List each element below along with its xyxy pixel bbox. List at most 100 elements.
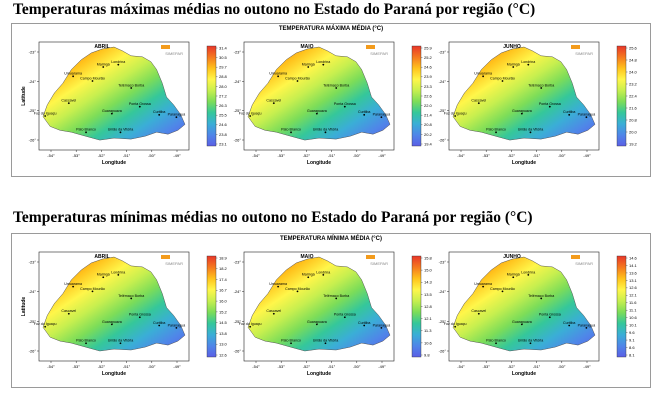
city-marker — [249, 115, 252, 117]
city-label: Paranaguá — [168, 323, 186, 327]
x-tick-label: -54° — [457, 153, 465, 158]
city-label: Maringá — [302, 273, 315, 277]
city-marker — [482, 75, 485, 78]
city-label: Umuarama — [64, 282, 82, 286]
city-label: Cascavel — [266, 309, 281, 313]
x-tick-label: -52° — [98, 153, 106, 158]
legend-value: 20.2 — [424, 132, 433, 137]
city-marker — [512, 276, 515, 279]
city-label: Paranaguá — [168, 113, 186, 117]
y-tick-label: -25° — [439, 319, 447, 324]
city-label: Campo Mourão — [490, 76, 515, 80]
x-tick-label: -52° — [508, 153, 516, 158]
city-marker — [272, 102, 275, 105]
legend-value: 28.8 — [219, 74, 228, 79]
city-label: Pato Branco — [281, 128, 301, 132]
x-axis-label: Longitude — [102, 160, 126, 166]
city-marker — [343, 105, 346, 108]
legend-colorbar — [411, 255, 422, 358]
simepar-logo-mark — [161, 255, 170, 259]
city-marker — [277, 285, 280, 288]
legend-value: 24.6 — [424, 65, 433, 70]
y-tick-label: -24° — [234, 79, 242, 84]
city-marker — [296, 80, 299, 82]
x-tick-label: -50° — [353, 153, 361, 158]
city-label: Londrina — [111, 270, 125, 274]
city-label: Paranaguá — [578, 323, 596, 327]
city-marker — [175, 326, 178, 329]
x-tick-label: -51° — [533, 153, 541, 158]
simepar-logo-text: SIMEPAR — [165, 261, 183, 266]
city-label: Campo Mourão — [285, 76, 310, 80]
x-tick-label: -52° — [508, 364, 516, 369]
panel-min-temperature: TEMPERATURA MÍNIMA MÉDIA (°C) ABRIL -54° -… — [11, 233, 651, 388]
x-axis-label: Longitude — [512, 371, 536, 377]
legend-value: 20.8 — [629, 117, 638, 122]
x-tick-label: -49° — [378, 153, 386, 158]
city-label: Campo Mourão — [80, 287, 105, 291]
city-marker — [307, 276, 310, 279]
city-marker — [91, 80, 94, 82]
city-label: Pato Branco — [76, 339, 96, 343]
city-marker — [363, 324, 366, 327]
legend-value: 19.2 — [629, 141, 638, 146]
city-marker — [315, 323, 318, 326]
x-tick-label: -53° — [483, 153, 491, 158]
x-tick-label: -50° — [558, 364, 566, 369]
y-axis-label: Latitude — [21, 86, 27, 106]
city-marker — [290, 131, 292, 134]
legend-value: 15.2 — [219, 309, 228, 314]
city-label: Guarapuava — [512, 320, 532, 324]
state-shape — [42, 256, 186, 352]
legend-value: 12.6 — [219, 352, 228, 357]
city-label: Pato Branco — [486, 339, 506, 343]
city-marker — [495, 131, 497, 134]
y-tick-label: -25° — [439, 108, 447, 113]
simepar-logo-text: SIMEPAR — [575, 261, 593, 266]
x-tick-label: -51° — [533, 364, 541, 369]
city-marker — [102, 66, 105, 68]
city-marker — [315, 112, 318, 115]
city-marker — [272, 312, 275, 315]
city-label: Guarapuava — [102, 320, 122, 324]
city-label: Guarapuava — [307, 109, 327, 113]
legend-value: 25.9 — [424, 45, 433, 50]
y-tick-label: -23° — [29, 50, 37, 55]
simepar-logo-mark — [161, 45, 170, 49]
x-tick-label: -53° — [73, 364, 81, 369]
legend-value: 10.6 — [629, 315, 638, 320]
city-label: Cascavel — [61, 99, 76, 103]
city-label: Ponta Grossa — [539, 102, 561, 106]
legend-value: 11.6 — [629, 300, 637, 305]
city-marker — [249, 325, 252, 328]
city-marker — [495, 342, 497, 345]
map-junho: JUNHO -54° -53° -52° -51° -50° -49° -23° -24° -25… — [439, 251, 638, 377]
legend-value: 13.1 — [629, 278, 638, 283]
city-label: Curitiba — [563, 110, 575, 114]
legend-value: 27.2 — [219, 93, 228, 98]
legend-value: 23.1 — [219, 141, 228, 146]
city-label: Campo Mourão — [80, 76, 105, 80]
city-marker — [529, 131, 532, 134]
city-label: Cascavel — [61, 309, 76, 313]
city-marker — [110, 112, 113, 115]
city-marker — [158, 113, 161, 116]
legend-value: 13.0 — [219, 342, 228, 347]
city-marker — [477, 312, 480, 315]
legend-value: 11.3 — [424, 328, 432, 333]
city-label: Cascavel — [266, 99, 281, 103]
x-tick-label: -54° — [457, 364, 465, 369]
city-marker — [138, 316, 141, 319]
city-label: União da Vitória — [518, 339, 544, 343]
city-marker — [117, 63, 120, 66]
x-tick-label: -54° — [252, 153, 260, 158]
city-label: Foz do Iguaçu — [444, 111, 467, 115]
city-marker — [138, 105, 141, 108]
city-label: Londrina — [521, 60, 535, 64]
x-tick-label: -49° — [173, 364, 181, 369]
panel-max-temperature: TEMPERATURA MÁXIMA MÉDIA (°C) ABRIL -54° -… — [11, 23, 651, 177]
heading-max-temperatures: Temperaturas máximas médias no outono no… — [13, 1, 536, 18]
y-tick-label: -25° — [29, 319, 37, 324]
y-tick-label: -24° — [439, 79, 447, 84]
city-label: Guarapuava — [102, 109, 122, 113]
